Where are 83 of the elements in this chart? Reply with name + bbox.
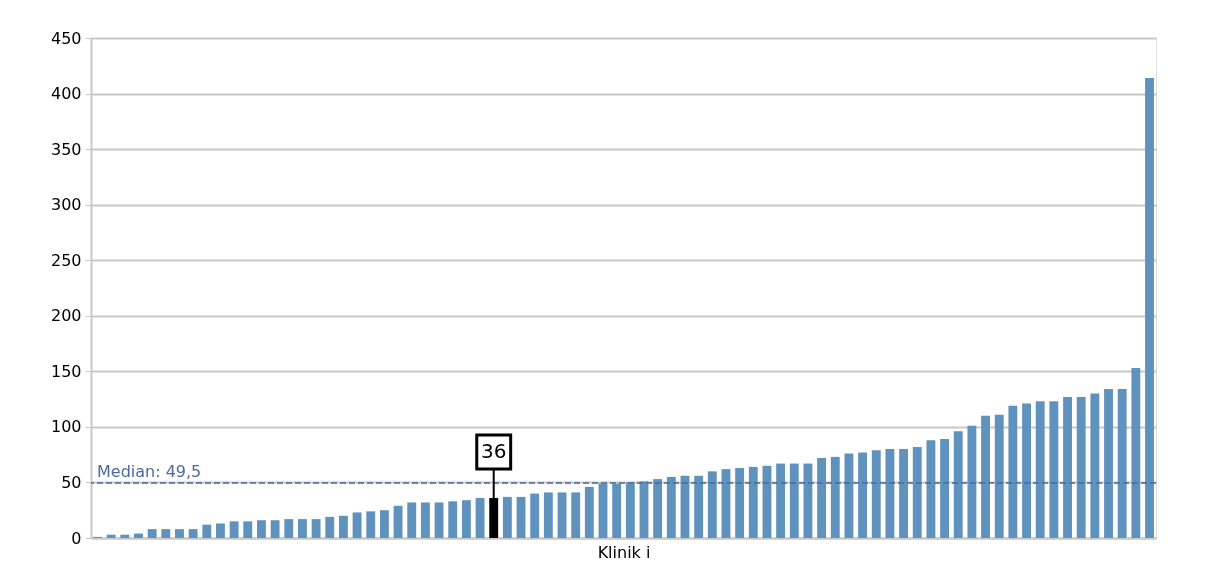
bar: [338, 515, 348, 538]
bar: [1008, 405, 1018, 538]
bar: [216, 523, 225, 538]
data-label: 36: [480, 439, 507, 463]
bar: [912, 446, 922, 538]
bar: [871, 450, 881, 538]
bar: [584, 486, 594, 538]
bar: [311, 519, 321, 538]
x-axis-title: Klinik i: [597, 542, 651, 562]
bar: [543, 492, 553, 538]
bar: [461, 500, 471, 538]
bar: [557, 492, 567, 538]
y-tick-label: 350: [50, 139, 82, 159]
y-tick-label: 50: [61, 472, 82, 492]
bar: [789, 463, 799, 538]
bar: [1076, 396, 1086, 538]
bar: [270, 520, 280, 538]
bar: [1117, 389, 1127, 538]
bar: [612, 483, 622, 538]
bar: [940, 439, 950, 538]
bar: [899, 449, 909, 538]
bar: [953, 431, 963, 538]
y-tick-label: 400: [50, 84, 82, 104]
bar: [1104, 389, 1113, 538]
bar: [735, 468, 745, 538]
bar: [1035, 401, 1045, 538]
bar: [120, 534, 130, 538]
bar: [1131, 368, 1141, 538]
bar: [516, 496, 526, 538]
ref-line-label: Median: 49,5: [97, 462, 202, 481]
bar: [284, 519, 294, 538]
bar: [653, 479, 663, 538]
bar: [502, 496, 512, 538]
bar: [1063, 396, 1072, 538]
bar: [666, 476, 676, 538]
bar: [434, 502, 444, 538]
bar: [106, 534, 116, 538]
bar: [475, 498, 485, 538]
bar: [1145, 78, 1154, 538]
bar: [175, 529, 184, 538]
bar: [366, 511, 376, 538]
bar: [1022, 403, 1031, 538]
bar: [858, 452, 868, 538]
bar: [571, 492, 581, 538]
bar: [243, 521, 253, 538]
bar: [707, 471, 717, 538]
bar: [817, 458, 827, 538]
bar: [202, 524, 212, 538]
y-tick-label: 150: [50, 361, 82, 381]
bar: [1090, 393, 1100, 538]
bar: [994, 414, 1004, 538]
bar: [147, 529, 157, 538]
y-tick-label: 0: [71, 528, 82, 548]
bar: [530, 493, 540, 538]
bar: [748, 466, 758, 538]
y-tick-label: 200: [50, 306, 82, 326]
bar: [393, 505, 403, 538]
bar: [981, 415, 990, 538]
bar: [407, 502, 417, 538]
bar: [926, 440, 936, 538]
bar: [229, 521, 239, 538]
bar: [352, 512, 362, 538]
bar: [625, 482, 635, 538]
y-tick-label: 100: [50, 417, 82, 437]
bar: [448, 501, 458, 538]
bar: [257, 520, 266, 538]
bar: [967, 425, 977, 538]
bar: [420, 502, 430, 538]
bar: [1049, 401, 1059, 538]
bar: [830, 456, 840, 538]
bar: [885, 449, 895, 538]
bar: [694, 475, 704, 538]
bar: [188, 529, 198, 538]
bar: [297, 519, 307, 538]
y-tick-label: 300: [50, 195, 82, 215]
bar: [776, 463, 786, 538]
bar: [844, 453, 854, 538]
bar: [161, 529, 171, 538]
bar: [134, 533, 143, 538]
bar: [325, 516, 335, 538]
y-tick-label: 250: [50, 250, 82, 270]
bar: [379, 510, 389, 538]
y-tick-label: 450: [50, 28, 82, 48]
